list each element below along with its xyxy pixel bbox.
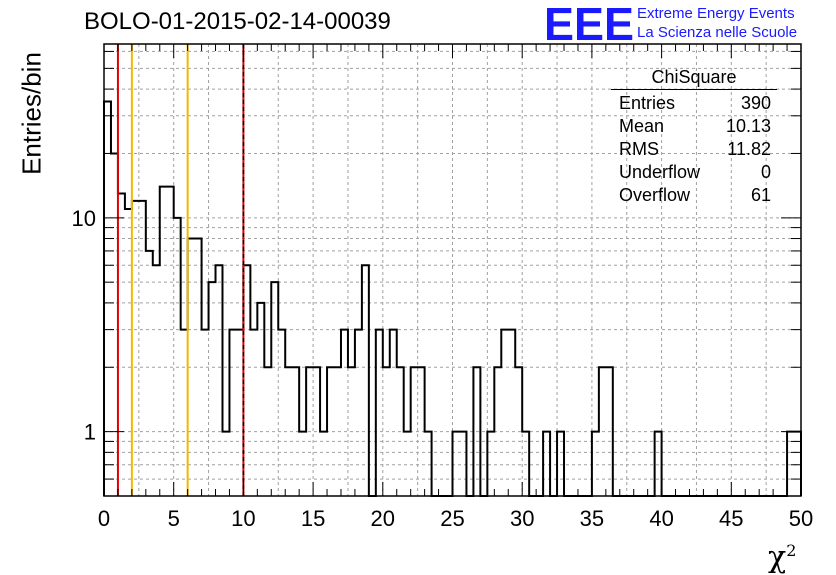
stats-row-entries: Entries 390 [611,92,777,115]
histogram-bin [341,330,348,496]
histogram-bin [236,330,243,496]
histogram-bin [153,265,160,496]
y-tick-label: 10 [72,206,96,231]
chart-title: BOLO-01-2015-02-14-00039 [84,8,391,35]
x-axis-label: χ2 [768,540,796,575]
histogram-bin [257,303,264,496]
x-axis-label-sup: 2 [786,541,797,560]
histogram-bin [508,330,515,496]
histogram-bin [111,153,118,496]
x-tick-label: 45 [719,506,743,531]
histogram-bin [250,330,257,496]
x-tick-label: 15 [301,506,325,531]
stats-label: Entries [619,93,676,113]
histogram-bin [167,187,174,496]
stats-label: Underflow [619,162,701,182]
x-tick-label: 40 [649,506,673,531]
histogram-bin [139,201,146,496]
x-tick-label: 30 [510,506,534,531]
stats-value: 390 [740,93,771,113]
stats-row-overflow: Overflow 61 [611,184,777,207]
histogram-bin [390,330,397,496]
histogram-bin [355,330,362,496]
histogram-bin [104,101,111,496]
x-tick-label: 0 [98,506,110,531]
histogram-bin [132,201,139,496]
histogram-bin [202,330,209,496]
stats-row-mean: Mean 10.13 [611,115,777,138]
stats-value: 0 [760,162,771,182]
stats-value: 11.82 [727,139,771,159]
stats-label: RMS [619,139,659,159]
stats-title: ChiSquare [611,67,777,90]
x-tick-label: 25 [440,506,464,531]
histogram-bin [362,265,369,496]
histogram-bin [181,330,188,496]
y-tick-label: 1 [84,420,96,445]
stats-value: 10.13 [725,116,771,136]
x-tick-label: 20 [371,506,395,531]
eee-logo: EEE [544,2,634,44]
eee-logo-letters: EEE [544,2,634,44]
stats-label: Mean [619,116,665,136]
stats-value: 61 [750,185,771,205]
x-tick-label: 10 [231,506,255,531]
stats-row-underflow: Underflow 0 [611,161,777,184]
logo-line-2: La Scienza nelle Scuole [637,24,798,41]
histogram-bin [376,330,383,496]
histogram-bin [271,282,278,496]
stats-row-rms: RMS 11.82 [611,138,777,161]
histogram-bin [216,265,223,496]
histogram-bin [160,187,167,496]
x-tick-label: 50 [789,506,813,531]
logo-line-1: Extreme Energy Events [637,5,795,22]
histogram-bin [243,265,250,496]
stats-label: Overflow [619,185,691,205]
eee-logo-text: Extreme Energy Events La Scienza nelle S… [637,4,797,42]
y-axis-label: Entries/bin [16,52,47,175]
histogram-bin [209,282,216,496]
histogram-bin [125,209,132,496]
histogram-bin [229,330,236,496]
histogram-bin [278,330,285,496]
x-tick-label: 5 [168,506,180,531]
histogram-bin [501,330,508,496]
x-axis-label-base: χ [768,540,787,575]
histogram-bin [174,218,181,496]
stats-box: ChiSquare Entries 390 Mean 10.13 RMS 11.82 … [611,67,777,207]
histogram-bin [146,251,153,496]
x-tick-label: 35 [580,506,604,531]
